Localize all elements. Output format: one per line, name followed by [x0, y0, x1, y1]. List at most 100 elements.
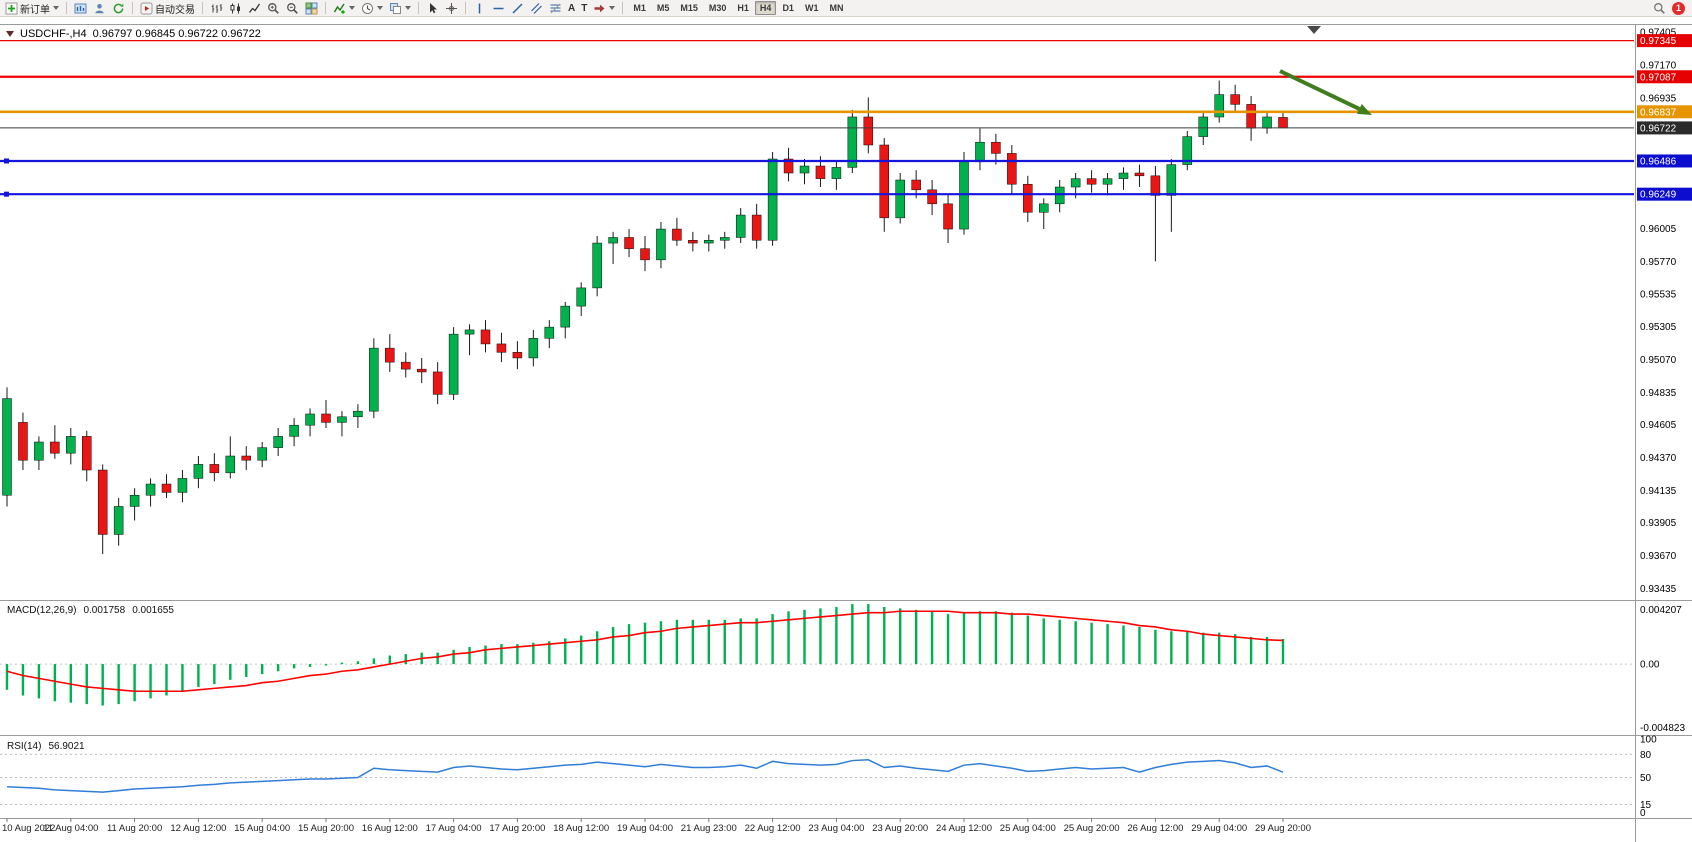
zoom-out-button[interactable] — [284, 1, 301, 16]
chevron-down-icon — [53, 6, 59, 10]
line-handle[interactable] — [4, 191, 9, 197]
notification-badge[interactable]: 1 — [1672, 1, 1685, 15]
timeframe-button-w1[interactable]: W1 — [804, 3, 819, 13]
candle — [337, 416, 347, 423]
timeframe-button-mn[interactable]: MN — [829, 3, 844, 13]
candle — [273, 436, 283, 448]
timeframe-button-h1[interactable]: H1 — [737, 3, 749, 13]
svg-text:0.97345: 0.97345 — [1640, 36, 1677, 47]
arrows-tool-button[interactable] — [591, 1, 617, 16]
indicators-button[interactable] — [331, 1, 357, 16]
crosshair-button[interactable] — [443, 1, 460, 16]
rsi-pane: 100 80 50 150 — [0, 735, 1657, 819]
candle — [1150, 175, 1161, 196]
candle — [560, 305, 570, 328]
svg-text:0.97087: 0.97087 — [1640, 72, 1677, 83]
toolbar-separator — [66, 2, 67, 14]
line-handle[interactable] — [4, 158, 9, 164]
candle — [831, 167, 842, 179]
svg-text:23 Aug 20:00: 23 Aug 20:00 — [872, 823, 928, 834]
candle — [624, 237, 634, 249]
candle — [2, 398, 12, 496]
candle — [847, 116, 858, 168]
zoom-in-icon — [268, 2, 279, 14]
svg-text:0.94370: 0.94370 — [1640, 453, 1677, 464]
cursor-button[interactable] — [424, 1, 441, 16]
candle — [656, 228, 666, 261]
autotrading-button[interactable]: 自动交易 — [138, 1, 197, 16]
trend-arrow[interactable] — [1279, 69, 1372, 115]
candlestick-chart-button[interactable] — [227, 1, 244, 16]
new-order-button[interactable]: 新订单 — [3, 1, 61, 16]
candle — [1023, 183, 1033, 213]
trendline-icon — [512, 2, 523, 14]
svg-text:15 Aug 20:00: 15 Aug 20:00 — [298, 823, 354, 834]
candle — [815, 165, 826, 179]
candle — [1262, 116, 1272, 129]
label-tool-button[interactable]: T — [579, 1, 589, 16]
timeframe-button-m1[interactable]: M1 — [633, 3, 646, 13]
tile-windows-button[interactable] — [303, 1, 320, 16]
timeframe-button-m30[interactable]: M30 — [708, 3, 727, 13]
svg-text:17 Aug 20:00: 17 Aug 20:00 — [489, 823, 545, 834]
line-chart-icon — [248, 3, 261, 13]
timeframe-button-h4[interactable]: H4 — [754, 1, 777, 15]
toolbar-separator — [465, 2, 466, 14]
candle — [82, 436, 92, 471]
candle — [959, 161, 969, 230]
candle — [97, 469, 108, 535]
svg-text:0.96005: 0.96005 — [1640, 224, 1677, 235]
svg-text:19 Aug 04:00: 19 Aug 04:00 — [617, 823, 673, 834]
candle — [145, 483, 156, 496]
chevron-down-icon — [405, 6, 411, 10]
svg-text:25 Aug 04:00: 25 Aug 04:00 — [1000, 823, 1056, 834]
svg-text:50: 50 — [1640, 773, 1652, 784]
svg-text:18 Aug 12:00: 18 Aug 12:00 — [553, 823, 609, 834]
candle — [1070, 178, 1081, 188]
channel-icon — [531, 2, 542, 14]
trendline-tool-button[interactable] — [509, 1, 526, 16]
bar-chart-button[interactable] — [208, 1, 225, 16]
vertical-line-tool-button[interactable] — [471, 1, 488, 16]
indicators-icon — [333, 3, 345, 14]
candle — [1278, 117, 1288, 129]
chevron-down-icon — [377, 6, 383, 10]
profiles-button[interactable] — [91, 1, 108, 16]
svg-text:-0.004823: -0.004823 — [1640, 723, 1685, 734]
candle — [50, 441, 60, 454]
timeframe-button-m5[interactable]: M5 — [656, 3, 670, 13]
search-icon[interactable] — [1653, 2, 1666, 15]
rsi-pane-label: RSI(14) 56.9021 — [7, 741, 85, 752]
candle — [927, 189, 937, 205]
chart-shift-marker[interactable] — [1307, 26, 1321, 34]
label-tool-icon: T — [581, 2, 588, 14]
periods-button[interactable] — [359, 1, 385, 16]
channel-tool-button[interactable] — [528, 1, 545, 16]
svg-text:21 Aug 23:00: 21 Aug 23:00 — [681, 823, 737, 834]
candle — [895, 179, 905, 219]
text-tool-button[interactable]: A — [566, 1, 577, 16]
toolbar-separator — [622, 2, 624, 14]
candle — [688, 240, 698, 244]
timeframe-button-d1[interactable]: D1 — [782, 3, 794, 13]
templates-button[interactable] — [387, 1, 413, 16]
window-menu-icon[interactable] — [6, 31, 14, 37]
refresh-button[interactable] — [110, 1, 127, 16]
timeframe-button-m15[interactable]: M15 — [680, 3, 698, 13]
horizontal-line-tool-button[interactable] — [490, 1, 507, 16]
chart-window-button[interactable] — [72, 1, 89, 16]
candle — [113, 506, 124, 535]
chart-symbol-period: USDCHF-,H4 — [20, 28, 87, 40]
svg-text:10 Aug 2022: 10 Aug 2022 — [2, 823, 55, 834]
zoom-in-button[interactable] — [265, 1, 282, 16]
macd-signal-value: 0.001655 — [132, 605, 174, 616]
line-chart-button[interactable] — [246, 1, 263, 16]
svg-text:0.95305: 0.95305 — [1640, 322, 1677, 333]
fibonacci-tool-button[interactable] — [547, 1, 564, 16]
candle — [305, 413, 315, 426]
candle — [1246, 104, 1256, 129]
